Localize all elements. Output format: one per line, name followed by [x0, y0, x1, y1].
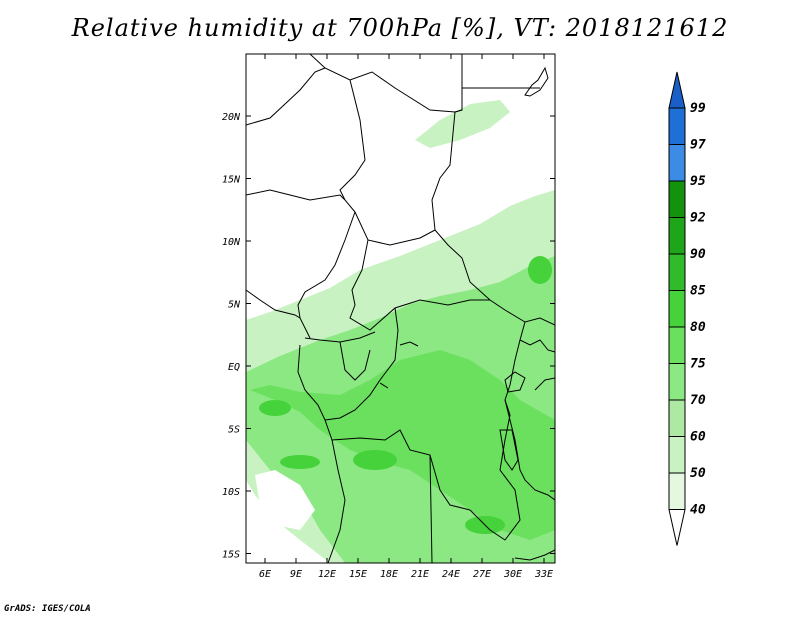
lon-tick-label: 21E: [411, 569, 429, 580]
lon-tick-label: 27E: [473, 569, 491, 580]
lat-tick-label: 15S: [222, 550, 240, 561]
colorbar-label: 80: [690, 320, 706, 335]
humidity-region-dark: [250, 350, 555, 540]
colorbar-segment: [668, 253, 686, 291]
lon-tick-label: 33E: [534, 569, 553, 580]
colorbar-under-arrow: [668, 509, 686, 546]
colorbar-label: 75: [690, 357, 706, 372]
lon-tick-label: 15E: [349, 569, 367, 580]
credit-label: GrADS: IGES/COLA: [4, 604, 91, 614]
colorbar-label: 99: [690, 101, 706, 116]
colorbar-segment: [668, 290, 686, 328]
colorbar-segment: [668, 217, 686, 255]
border-line: [534, 377, 555, 391]
lon-tick-label: 6E: [259, 569, 271, 580]
lat-tick-label: EQ: [228, 362, 240, 373]
humidity-field: [246, 100, 555, 563]
colorbar-segment: [668, 472, 686, 510]
border-line: [246, 189, 346, 201]
lon-tick-label: 24E: [442, 569, 460, 580]
lat-tick-label: 20N: [222, 112, 241, 123]
border-line: [431, 109, 555, 326]
lat-tick-label: 10N: [222, 237, 241, 248]
border-line: [519, 339, 555, 353]
colorbar-segment: [668, 180, 686, 218]
colorbar-label: 97: [690, 138, 706, 153]
colorbar-label: 95: [690, 174, 706, 189]
border-line: [429, 454, 433, 563]
lake-outline: [504, 371, 526, 393]
lake-outline: [499, 429, 519, 471]
border-line: [514, 549, 555, 561]
lat-ticks: 20N 15N 10N 5N EQ 5S 10S 15S: [222, 112, 555, 561]
border-line: [331, 429, 471, 511]
colorbar-segment: [668, 144, 686, 182]
dry-region: [255, 470, 315, 530]
colorbar-segment: [668, 363, 686, 401]
humidity-region-north: [415, 100, 510, 148]
colorbar-label: 60: [690, 430, 706, 445]
lat-tick-label: 10S: [222, 487, 240, 498]
border-line: [324, 307, 399, 421]
border-line: [246, 67, 326, 126]
humidity-patch: [259, 400, 291, 416]
colorbar-segment: [668, 326, 686, 364]
lon-tick-label: 9E: [290, 569, 302, 580]
colorbar-segment: [668, 107, 686, 145]
map-borders: [246, 54, 555, 563]
lon-tick-label: 18E: [380, 569, 398, 580]
colorbar-segment: [668, 436, 686, 474]
colorbar-label: 85: [690, 284, 706, 299]
lat-tick-label: 15N: [222, 175, 241, 186]
colorbar-label: 90: [690, 247, 706, 262]
lat-tick-label: 5S: [228, 425, 240, 436]
border-line: [339, 341, 371, 381]
border-line: [354, 211, 436, 246]
humidity-patch: [353, 450, 397, 470]
colorbar-over-arrow: [668, 71, 686, 109]
lat-tick-label: 5N: [228, 300, 241, 311]
coastline: [297, 344, 346, 563]
lon-tick-label: 12E: [318, 569, 336, 580]
border-line: [349, 239, 490, 331]
colorbar: 99 97 95 92 90 85 80 75 70 60 50 40: [668, 71, 706, 546]
border-line: [297, 79, 366, 339]
colorbar-label: 92: [690, 211, 706, 226]
lon-tick-label: 30E: [503, 569, 522, 580]
humidity-patch: [528, 256, 552, 284]
map-frame: [245, 53, 556, 564]
lon-ticks: 6E 9E 12E 15E 18E 21E 24E 27E 30E 33E: [259, 54, 553, 580]
coastline: [524, 66, 549, 97]
coastline: [246, 289, 301, 319]
colorbar-segment: [668, 399, 686, 437]
colorbar-label: 40: [690, 503, 706, 518]
lake-outline: [399, 341, 419, 347]
colorbar-label: 50: [690, 466, 706, 481]
border-line: [469, 321, 526, 541]
colorbar-label: 70: [690, 393, 706, 408]
border-line: [504, 399, 555, 501]
border-line: [379, 382, 389, 389]
chart-title: Relative humidity at 700hPa [%], VT: 201…: [71, 14, 729, 42]
humidity-patch: [280, 455, 320, 469]
